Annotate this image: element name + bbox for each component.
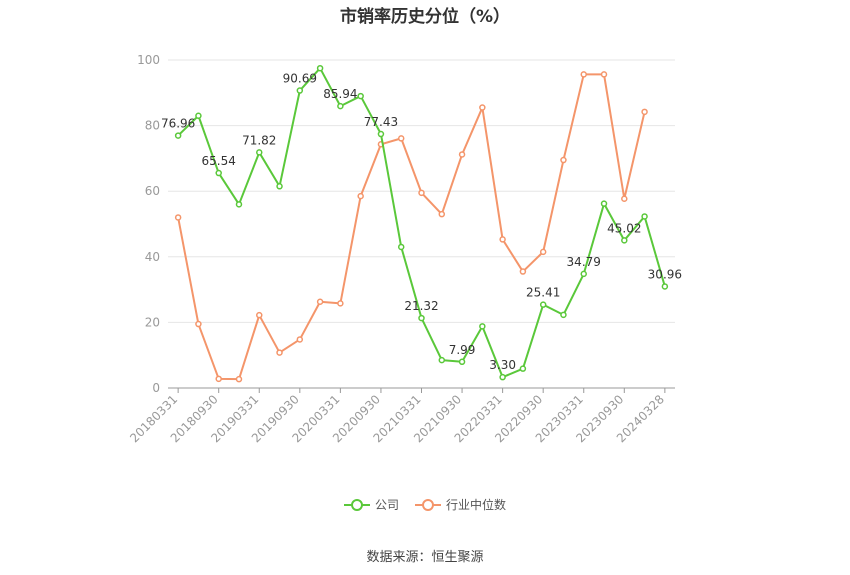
data-point xyxy=(580,71,587,78)
data-label: 65.54 xyxy=(202,154,236,168)
y-tick-label: 40 xyxy=(145,250,160,264)
series-line xyxy=(177,67,666,379)
data-point xyxy=(499,373,506,381)
data-point xyxy=(357,192,364,200)
data-point xyxy=(560,156,567,164)
data-point xyxy=(296,87,304,94)
data-label: 3.30 xyxy=(489,358,516,372)
data-point xyxy=(316,64,324,72)
data-point xyxy=(621,237,628,244)
data-label: 25.41 xyxy=(526,286,560,300)
data-label: 30.96 xyxy=(648,267,682,281)
data-point xyxy=(316,298,324,305)
data-point xyxy=(235,201,243,208)
data-point xyxy=(458,151,466,158)
data-labels: 76.96 65.54 71.82 90.69 85.94 77.43 21.32 7.99 3… xyxy=(161,72,682,373)
data-point xyxy=(397,135,405,142)
data-point xyxy=(539,301,547,308)
legend-item[interactable]: 行业中位数 xyxy=(415,496,506,513)
data-label: 7.99 xyxy=(449,343,476,357)
legend-swatch xyxy=(343,498,370,511)
source-note: 数据来源：恒生聚源 xyxy=(366,550,484,565)
legend-label: 行业中位数 xyxy=(446,498,507,512)
data-point xyxy=(621,195,628,202)
legend-item[interactable]: 公司 xyxy=(343,496,399,513)
data-point xyxy=(641,213,648,220)
data-point xyxy=(337,300,344,307)
data-point xyxy=(661,283,669,290)
data-point xyxy=(438,210,446,218)
data-point xyxy=(458,358,466,366)
data-label: 85.94 xyxy=(323,87,357,101)
data-point xyxy=(377,130,385,138)
data-label: 76.96 xyxy=(161,117,195,131)
data-point xyxy=(519,268,527,275)
data-point xyxy=(418,314,425,322)
data-point xyxy=(276,183,283,190)
data-point xyxy=(479,323,486,330)
data-point xyxy=(195,320,202,328)
y-tick-label: 80 xyxy=(145,119,160,133)
legend-swatch-marker xyxy=(422,498,434,511)
data-point xyxy=(235,375,243,383)
data-point xyxy=(580,270,587,278)
chart-title: 市销率历史分位（%） xyxy=(339,7,511,27)
data-point xyxy=(600,200,608,207)
series-line xyxy=(177,73,646,381)
data-point xyxy=(174,132,182,139)
data-point xyxy=(337,102,344,110)
data-point xyxy=(600,71,608,78)
data-point xyxy=(641,108,648,116)
data-point xyxy=(195,112,202,120)
legend-swatch-marker xyxy=(350,498,363,511)
data-label: 21.32 xyxy=(404,299,438,313)
y-tick-label: 60 xyxy=(145,184,160,198)
data-point xyxy=(357,92,364,100)
data-point xyxy=(560,311,567,319)
data-point xyxy=(519,365,527,372)
legend-label: 公司 xyxy=(374,498,399,512)
y-tick-label: 0 xyxy=(152,381,160,395)
legend-swatch xyxy=(415,498,441,511)
data-point xyxy=(418,189,425,197)
data-point xyxy=(215,169,222,177)
data-label: 71.82 xyxy=(242,133,276,147)
data-point xyxy=(397,243,405,251)
y-tick-label: 20 xyxy=(145,315,160,329)
data-point xyxy=(539,248,547,256)
data-point xyxy=(256,311,263,319)
data-label: 90.69 xyxy=(283,72,317,86)
data-point xyxy=(215,375,222,383)
data-point xyxy=(438,356,446,364)
data-label: 34.79 xyxy=(567,255,601,269)
data-label: 45.02 xyxy=(607,221,641,235)
data-point xyxy=(256,149,263,156)
data-point xyxy=(499,236,506,243)
series-lines xyxy=(174,64,669,383)
data-point xyxy=(296,336,304,343)
legend[interactable]: 公司 行业中位数 xyxy=(0,496,850,515)
data-point xyxy=(479,104,486,111)
data-point xyxy=(174,214,182,221)
y-tick-label: 100 xyxy=(137,53,160,67)
data-point xyxy=(276,349,283,356)
data-label: 77.43 xyxy=(364,115,398,129)
